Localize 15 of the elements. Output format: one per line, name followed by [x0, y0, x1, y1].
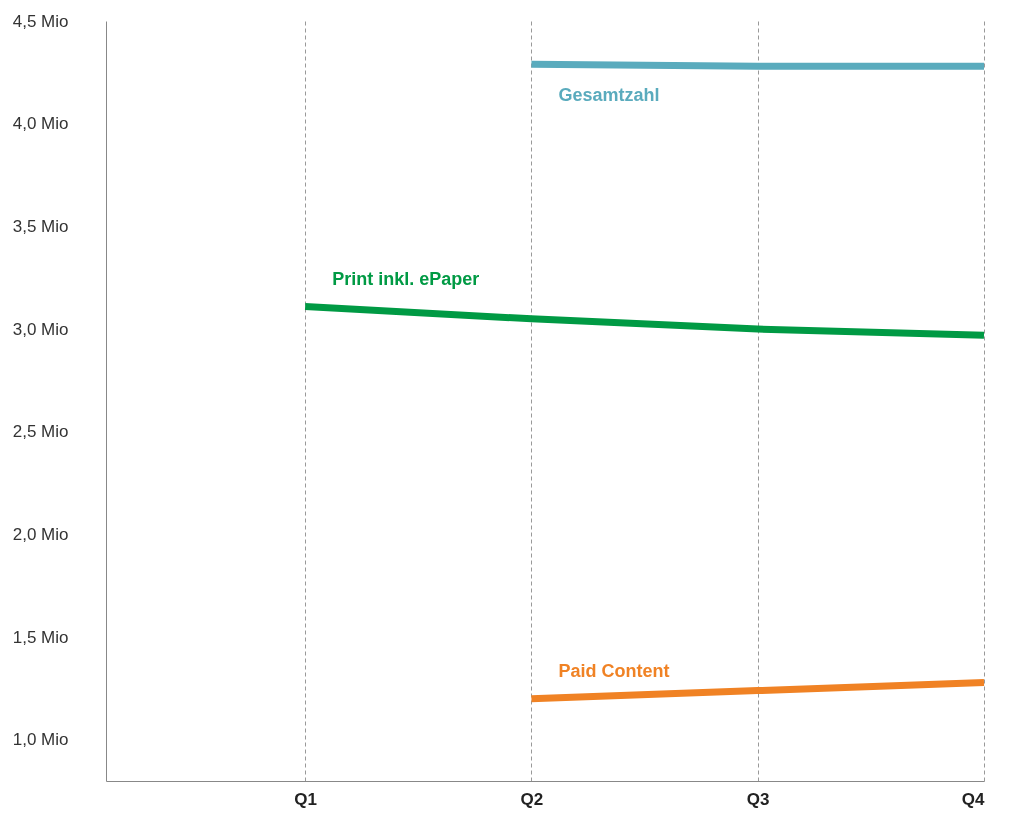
- y-tick-label: 4,5 Mio: [12, 11, 69, 31]
- y-tick-label: 2,5 Mio: [12, 422, 69, 442]
- x-tick-label: Q2: [520, 789, 544, 809]
- y-tick-label: 1,5 Mio: [12, 627, 69, 647]
- x-tick-label: Q1: [294, 789, 317, 809]
- series-label: Paid Content: [558, 660, 670, 681]
- x-tick-label: Q4: [961, 789, 986, 809]
- y-tick-label: 4,0 Mio: [12, 114, 69, 134]
- series-label: Gesamtzahl: [558, 85, 660, 106]
- y-tick-label: 2,0 Mio: [12, 525, 69, 545]
- y-tick-label: 3,0 Mio: [12, 319, 69, 339]
- y-tick-label: 3,5 Mio: [12, 216, 69, 236]
- y-tick-label: 1,0 Mio: [12, 730, 69, 750]
- x-tick-label: Q3: [746, 789, 770, 809]
- series-label: Print inkl. ePaper: [332, 268, 480, 289]
